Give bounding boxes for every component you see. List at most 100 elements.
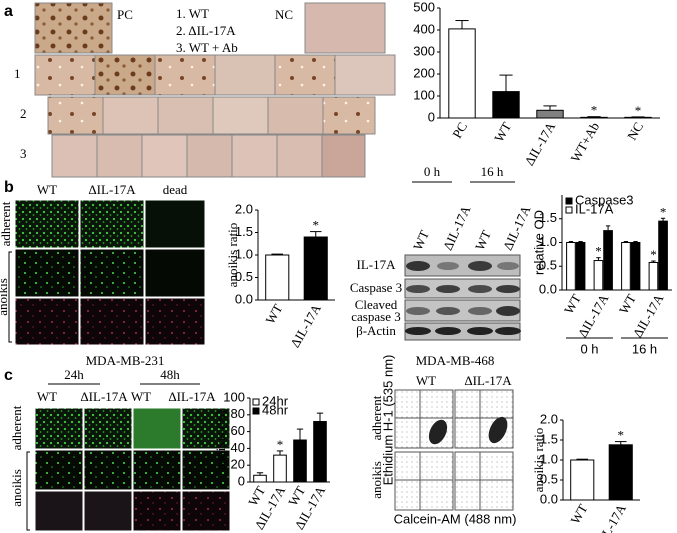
legend-swatch — [252, 407, 260, 415]
blot-label: Caspase 3 — [350, 280, 402, 295]
legend-label: Caspase3 — [575, 192, 634, 207]
row-label: anoikis — [9, 469, 24, 507]
significance: * — [595, 244, 602, 259]
bar — [293, 439, 307, 483]
bar — [253, 474, 267, 483]
legend-swatch — [565, 206, 573, 214]
significance: * — [635, 103, 642, 118]
lane-label: WT — [472, 228, 494, 253]
bar — [630, 242, 641, 291]
y-tick-label: 1.5 — [540, 431, 558, 446]
x-tick-label: WT — [567, 501, 590, 526]
bar — [608, 444, 633, 501]
label: 2. ΔIL-17A — [176, 23, 236, 38]
y-tick-label: 0.0 — [540, 491, 558, 506]
panel-label: a — [4, 3, 13, 20]
bar — [265, 254, 290, 301]
y-tick-label: 40 — [231, 440, 245, 455]
axis-label: Calcein-AM (488 nm) — [394, 511, 517, 526]
bar — [313, 421, 327, 483]
western-blot — [404, 254, 521, 341]
blot-label: IL-17A — [357, 257, 397, 272]
column-label: WT — [37, 389, 57, 404]
bar — [570, 459, 595, 501]
panel-label: c — [4, 367, 13, 384]
row-label: 1 — [14, 66, 21, 81]
y-tick-label: 400 — [413, 21, 435, 36]
label: PC — [117, 7, 133, 22]
column-label: ΔIL-17A — [464, 373, 512, 388]
group-label: 16 h — [632, 341, 657, 356]
bar — [621, 242, 631, 291]
label: NC — [275, 7, 293, 22]
blot-label: Cleaved caspase 3 — [351, 297, 401, 324]
legend-swatch — [252, 398, 260, 406]
bar — [273, 454, 287, 483]
x-tick-label: WT — [262, 301, 285, 326]
y-axis-label: anoikis ratio — [225, 223, 240, 288]
blot-label: β-Actin — [356, 323, 396, 338]
significance: * — [660, 204, 667, 219]
y-tick-label: 80 — [231, 406, 245, 421]
y-tick-label: 0.0 — [539, 281, 557, 296]
row-label: adherent — [9, 405, 24, 450]
row-label: 3 — [20, 146, 27, 161]
y-tick-label: 0.0 — [235, 291, 253, 306]
label: 1. WT — [176, 6, 209, 21]
y-tick-label: 100 — [413, 87, 435, 102]
x-tick-label: WT — [491, 119, 514, 144]
y-tick-label: 500 — [413, 0, 435, 14]
label: 3. WT + Ab — [176, 40, 238, 55]
y-tick-label: 1.5 — [539, 210, 557, 225]
legend-label: IL-17A — [575, 201, 614, 216]
significance: * — [277, 437, 284, 452]
cell-line: MDA-MB-231 — [86, 353, 165, 368]
y-tick-label: 1.0 — [235, 246, 253, 261]
x-tick-label: ΔIL-17A — [287, 301, 324, 350]
bar — [593, 260, 604, 291]
photo-row — [47, 96, 376, 135]
column-label: WT — [37, 182, 57, 197]
column-label: WT — [131, 389, 151, 404]
x-tick-label: WT+Ab — [567, 119, 602, 164]
x-tick-label: PC — [449, 119, 470, 140]
x-tick-label: ΔIL-17A — [522, 119, 559, 168]
lane-label: ΔIL-17A — [500, 203, 534, 253]
y-tick-label: 20 — [231, 457, 245, 472]
bar — [648, 261, 659, 291]
time-label: 24h — [64, 367, 84, 382]
x-tick-label: WT — [561, 291, 584, 316]
lane-label: ΔIL-17A — [440, 203, 474, 253]
lane-label: WT — [410, 228, 432, 253]
significance: * — [650, 247, 657, 262]
column-label: ΔIL-17A — [168, 389, 216, 404]
y-axis-label: relative OD — [531, 210, 546, 275]
row-label: anoikis — [369, 461, 384, 499]
bar — [566, 242, 576, 291]
image-layout — [8, 2, 521, 532]
column-label: WT — [416, 373, 436, 388]
y-tick-label: 1.0 — [540, 451, 558, 466]
flow-plots — [394, 389, 514, 511]
photo — [34, 2, 113, 54]
fluorescence-grid — [34, 407, 231, 532]
y-tick-label: 0.5 — [235, 269, 253, 284]
column-label: ΔIL-17A — [88, 182, 136, 197]
y-tick-label: 1.5 — [235, 224, 253, 239]
y-tick-label: 0 — [238, 473, 245, 488]
bar — [492, 91, 520, 119]
photo-row — [51, 134, 366, 178]
bracket — [8, 251, 12, 343]
axis-label: Ethidium H-1 (535 nm) — [380, 355, 395, 486]
legend-label: 24hr — [262, 393, 289, 408]
significance: * — [618, 428, 625, 443]
photo — [304, 2, 386, 54]
y-tick-label: 1.0 — [539, 234, 557, 249]
bar — [448, 28, 476, 119]
y-axis-label: anoikis ratio — [531, 428, 546, 493]
row-label: anoikis — [0, 278, 10, 316]
column-label: ΔIL-17A — [80, 389, 128, 404]
time-label: 48h — [160, 367, 180, 382]
bar — [658, 220, 668, 291]
